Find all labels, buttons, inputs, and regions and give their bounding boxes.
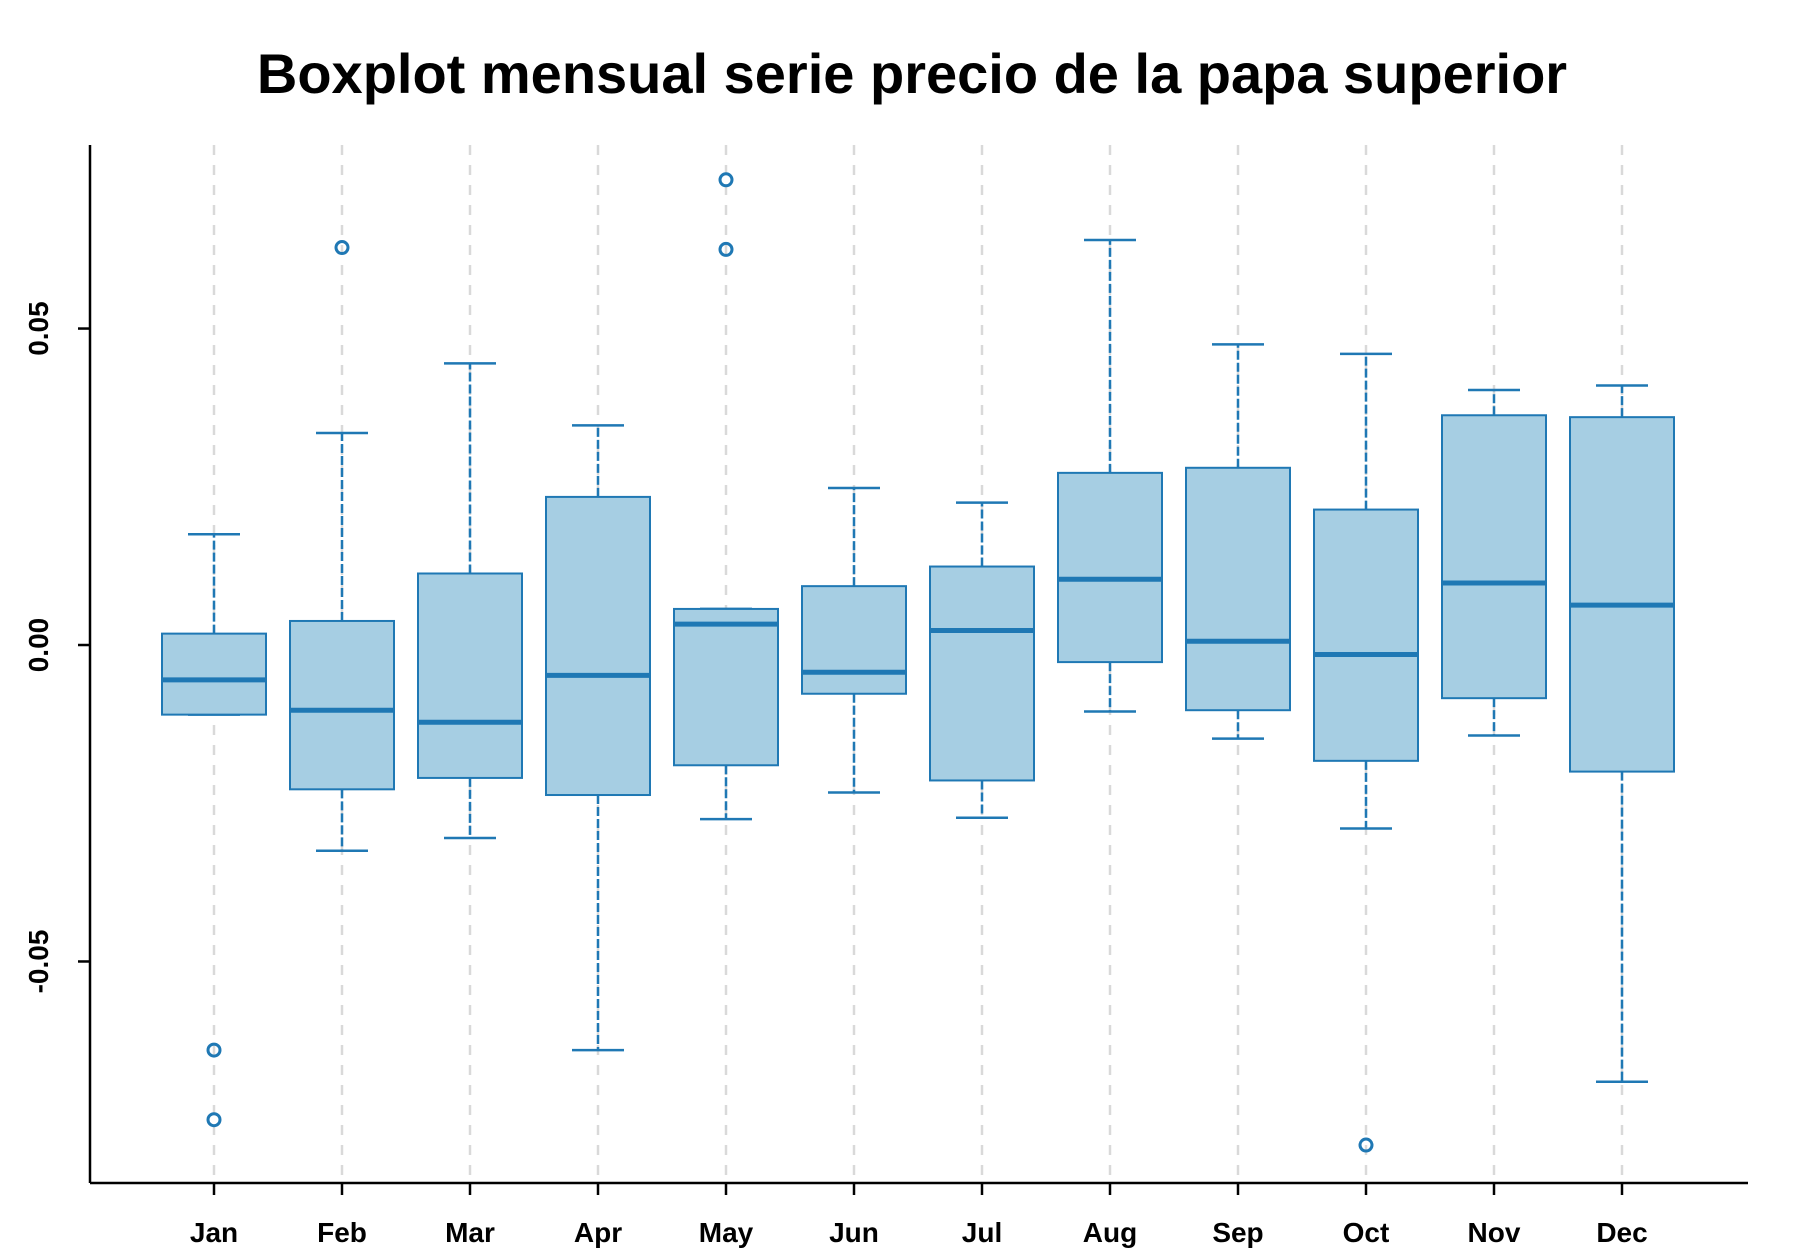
- y-tick-label-2: 0.05: [23, 301, 54, 356]
- y-tick-label-1: 0.00: [23, 618, 54, 673]
- box-jan: [161, 533, 267, 1128]
- box-jul: [929, 501, 1035, 820]
- outlier-feb-1: [334, 240, 350, 256]
- axis-layer: -0.05 0.00 0.05 Jan Feb Mar Apr May Jun Jul Aug Sep…: [23, 145, 1748, 1248]
- x-tick-label-apr: Apr: [574, 1217, 622, 1248]
- x-tick-label-aug: Aug: [1083, 1217, 1137, 1248]
- box-body-feb: [289, 619, 395, 791]
- box-oct: [1313, 352, 1419, 1153]
- outlier-may-2: [718, 241, 734, 257]
- x-tick-label-nov: Nov: [1468, 1217, 1521, 1248]
- box-layer: [161, 172, 1675, 1153]
- box-body-apr: [545, 495, 651, 797]
- box-body-oct: [1313, 508, 1419, 762]
- box-aug: [1057, 238, 1163, 713]
- box-body-jan: [161, 632, 267, 716]
- x-tick-label-feb: Feb: [317, 1217, 367, 1248]
- box-body-dec: [1569, 416, 1675, 773]
- x-tick-label-mar: Mar: [445, 1217, 495, 1248]
- box-apr: [545, 424, 651, 1052]
- outlier-oct-1: [1358, 1137, 1374, 1153]
- box-may: [673, 172, 779, 821]
- outlier-jan-2: [206, 1112, 222, 1128]
- box-mar: [417, 362, 523, 840]
- outlier-jan-1: [206, 1042, 222, 1058]
- grid-layer: [212, 145, 1624, 1183]
- box-body-aug: [1057, 471, 1163, 664]
- box-body-jul: [929, 565, 1035, 782]
- box-body-sep: [1185, 466, 1291, 712]
- box-body-jun: [801, 585, 907, 695]
- box-body-mar: [417, 572, 523, 779]
- box-body-nov: [1441, 414, 1547, 700]
- box-nov: [1441, 388, 1547, 737]
- x-tick-label-sep: Sep: [1212, 1217, 1263, 1248]
- x-tick-label-jul: Jul: [962, 1217, 1002, 1248]
- box-body-may: [673, 607, 779, 767]
- x-tick-label-jun: Jun: [829, 1217, 879, 1248]
- x-tick-label-dec: Dec: [1596, 1217, 1647, 1248]
- box-feb: [289, 240, 395, 852]
- y-tick-label-0: -0.05: [23, 930, 54, 994]
- chart-title: Boxplot mensual serie precio de la papa …: [257, 42, 1567, 105]
- x-tick-label-oct: Oct: [1343, 1217, 1390, 1248]
- outlier-may-1: [718, 172, 734, 188]
- box-sep: [1185, 343, 1291, 740]
- box-dec: [1569, 384, 1675, 1083]
- x-tick-label-jan: Jan: [190, 1217, 238, 1248]
- x-tick-label-may: May: [699, 1217, 754, 1248]
- box-jun: [801, 486, 907, 794]
